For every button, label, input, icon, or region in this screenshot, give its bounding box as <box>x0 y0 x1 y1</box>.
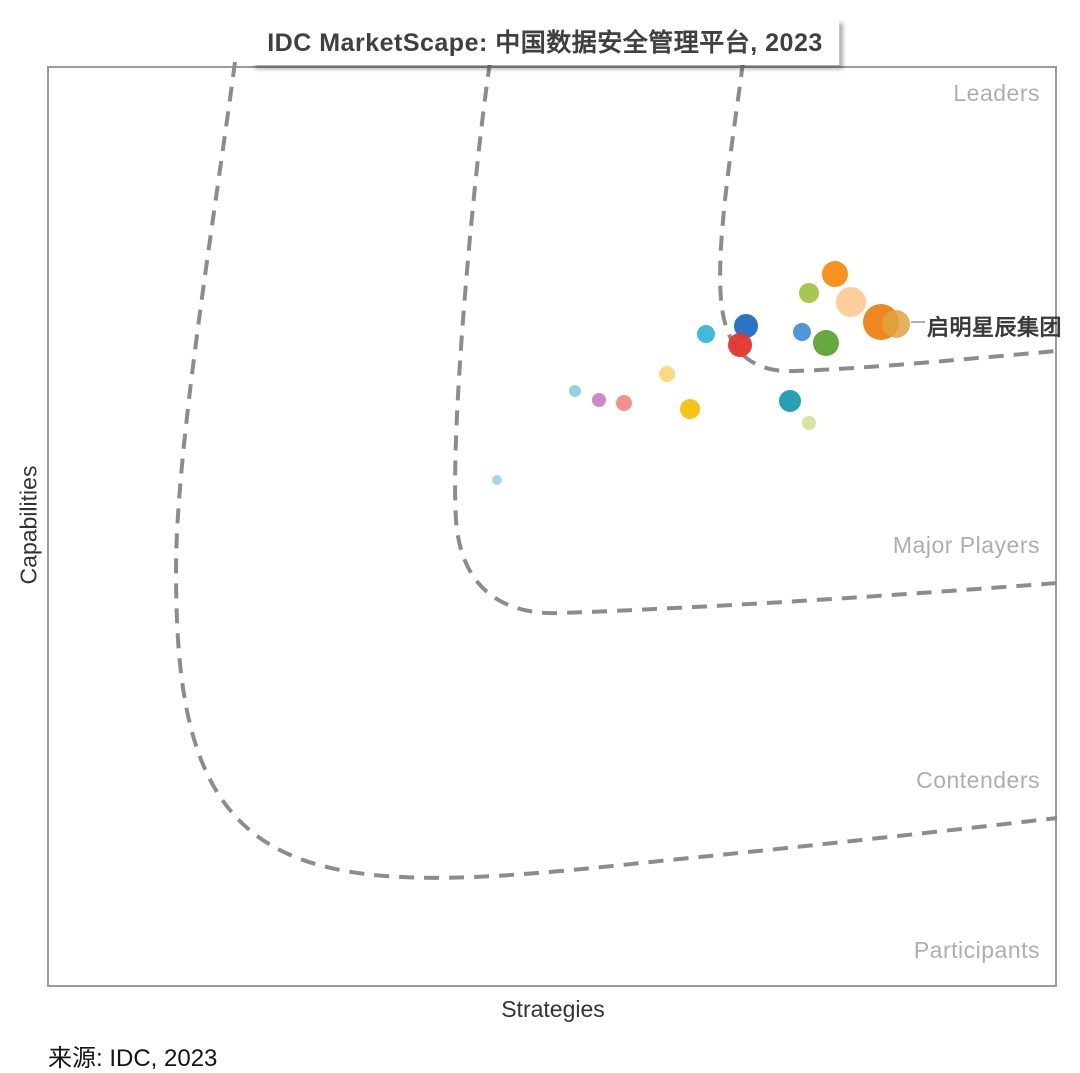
region-label-leaders: Leaders <box>953 80 1040 106</box>
data-point <box>592 393 606 407</box>
source-note: 来源: IDC, 2023 <box>48 1045 218 1072</box>
data-point <box>697 325 715 343</box>
vendor-callout-label: 启明星辰集团 <box>927 315 1063 340</box>
plot-border <box>47 66 1057 987</box>
data-point-labeled <box>882 310 910 338</box>
x-axis-label: Strategies <box>501 996 605 1022</box>
data-point <box>734 314 758 338</box>
data-point <box>680 399 700 419</box>
vendor-bubbles <box>492 261 910 485</box>
data-point <box>659 366 675 382</box>
data-point <box>616 395 632 411</box>
chart-title: IDC MarketScape: 中国数据安全管理平台, 2023 <box>251 19 839 65</box>
contenders-boundary <box>173 61 1058 880</box>
data-point <box>822 261 848 287</box>
region-label-participants: Participants <box>913 937 1040 963</box>
data-point <box>728 333 752 357</box>
leaders-boundary <box>718 61 1058 374</box>
major-players-boundary <box>453 61 1058 616</box>
data-point <box>813 330 839 356</box>
region-label-major-players: Major Players <box>892 532 1040 558</box>
data-point <box>779 390 801 412</box>
data-point <box>793 323 811 341</box>
data-point <box>569 385 581 397</box>
data-point <box>492 475 502 485</box>
region-boundaries <box>173 61 1058 880</box>
data-point <box>802 416 816 430</box>
data-point <box>799 283 819 303</box>
y-axis-label: Capabilities <box>15 465 42 585</box>
region-label-contenders: Contenders <box>916 767 1040 793</box>
data-point <box>836 287 866 317</box>
